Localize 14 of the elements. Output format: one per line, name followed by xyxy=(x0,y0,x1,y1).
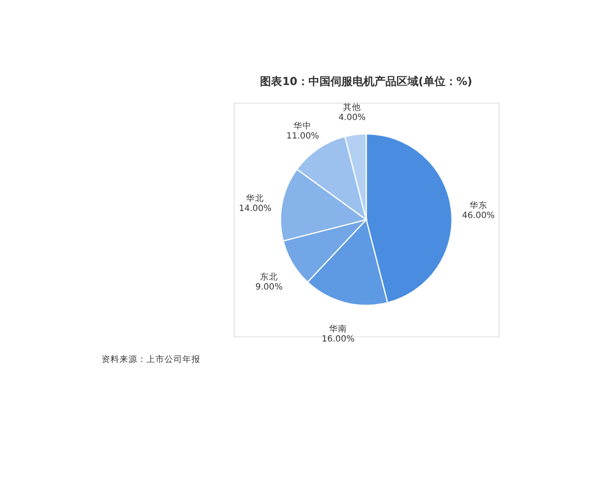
data-label: 16.00% xyxy=(322,334,354,345)
slice-label: 东北 xyxy=(260,271,278,282)
data-label: 14.00% xyxy=(238,204,272,214)
data-label: 46.00% xyxy=(462,210,495,221)
data-label: 4.00% xyxy=(338,113,366,123)
data-label: 11.00% xyxy=(286,132,320,142)
slice-label: 华南 xyxy=(329,323,348,334)
slice-label: 其他 xyxy=(343,102,362,113)
text: 资料来源：上市公司年报 xyxy=(101,354,200,366)
slice-label: 华东 xyxy=(469,200,488,211)
data-label: 9.00% xyxy=(255,282,283,293)
slice-label: 华北 xyxy=(246,192,264,204)
slice-label: 华中 xyxy=(294,120,312,132)
chart-title: 图表10：中国伺服电机产品区域(单位：%) xyxy=(260,74,472,88)
